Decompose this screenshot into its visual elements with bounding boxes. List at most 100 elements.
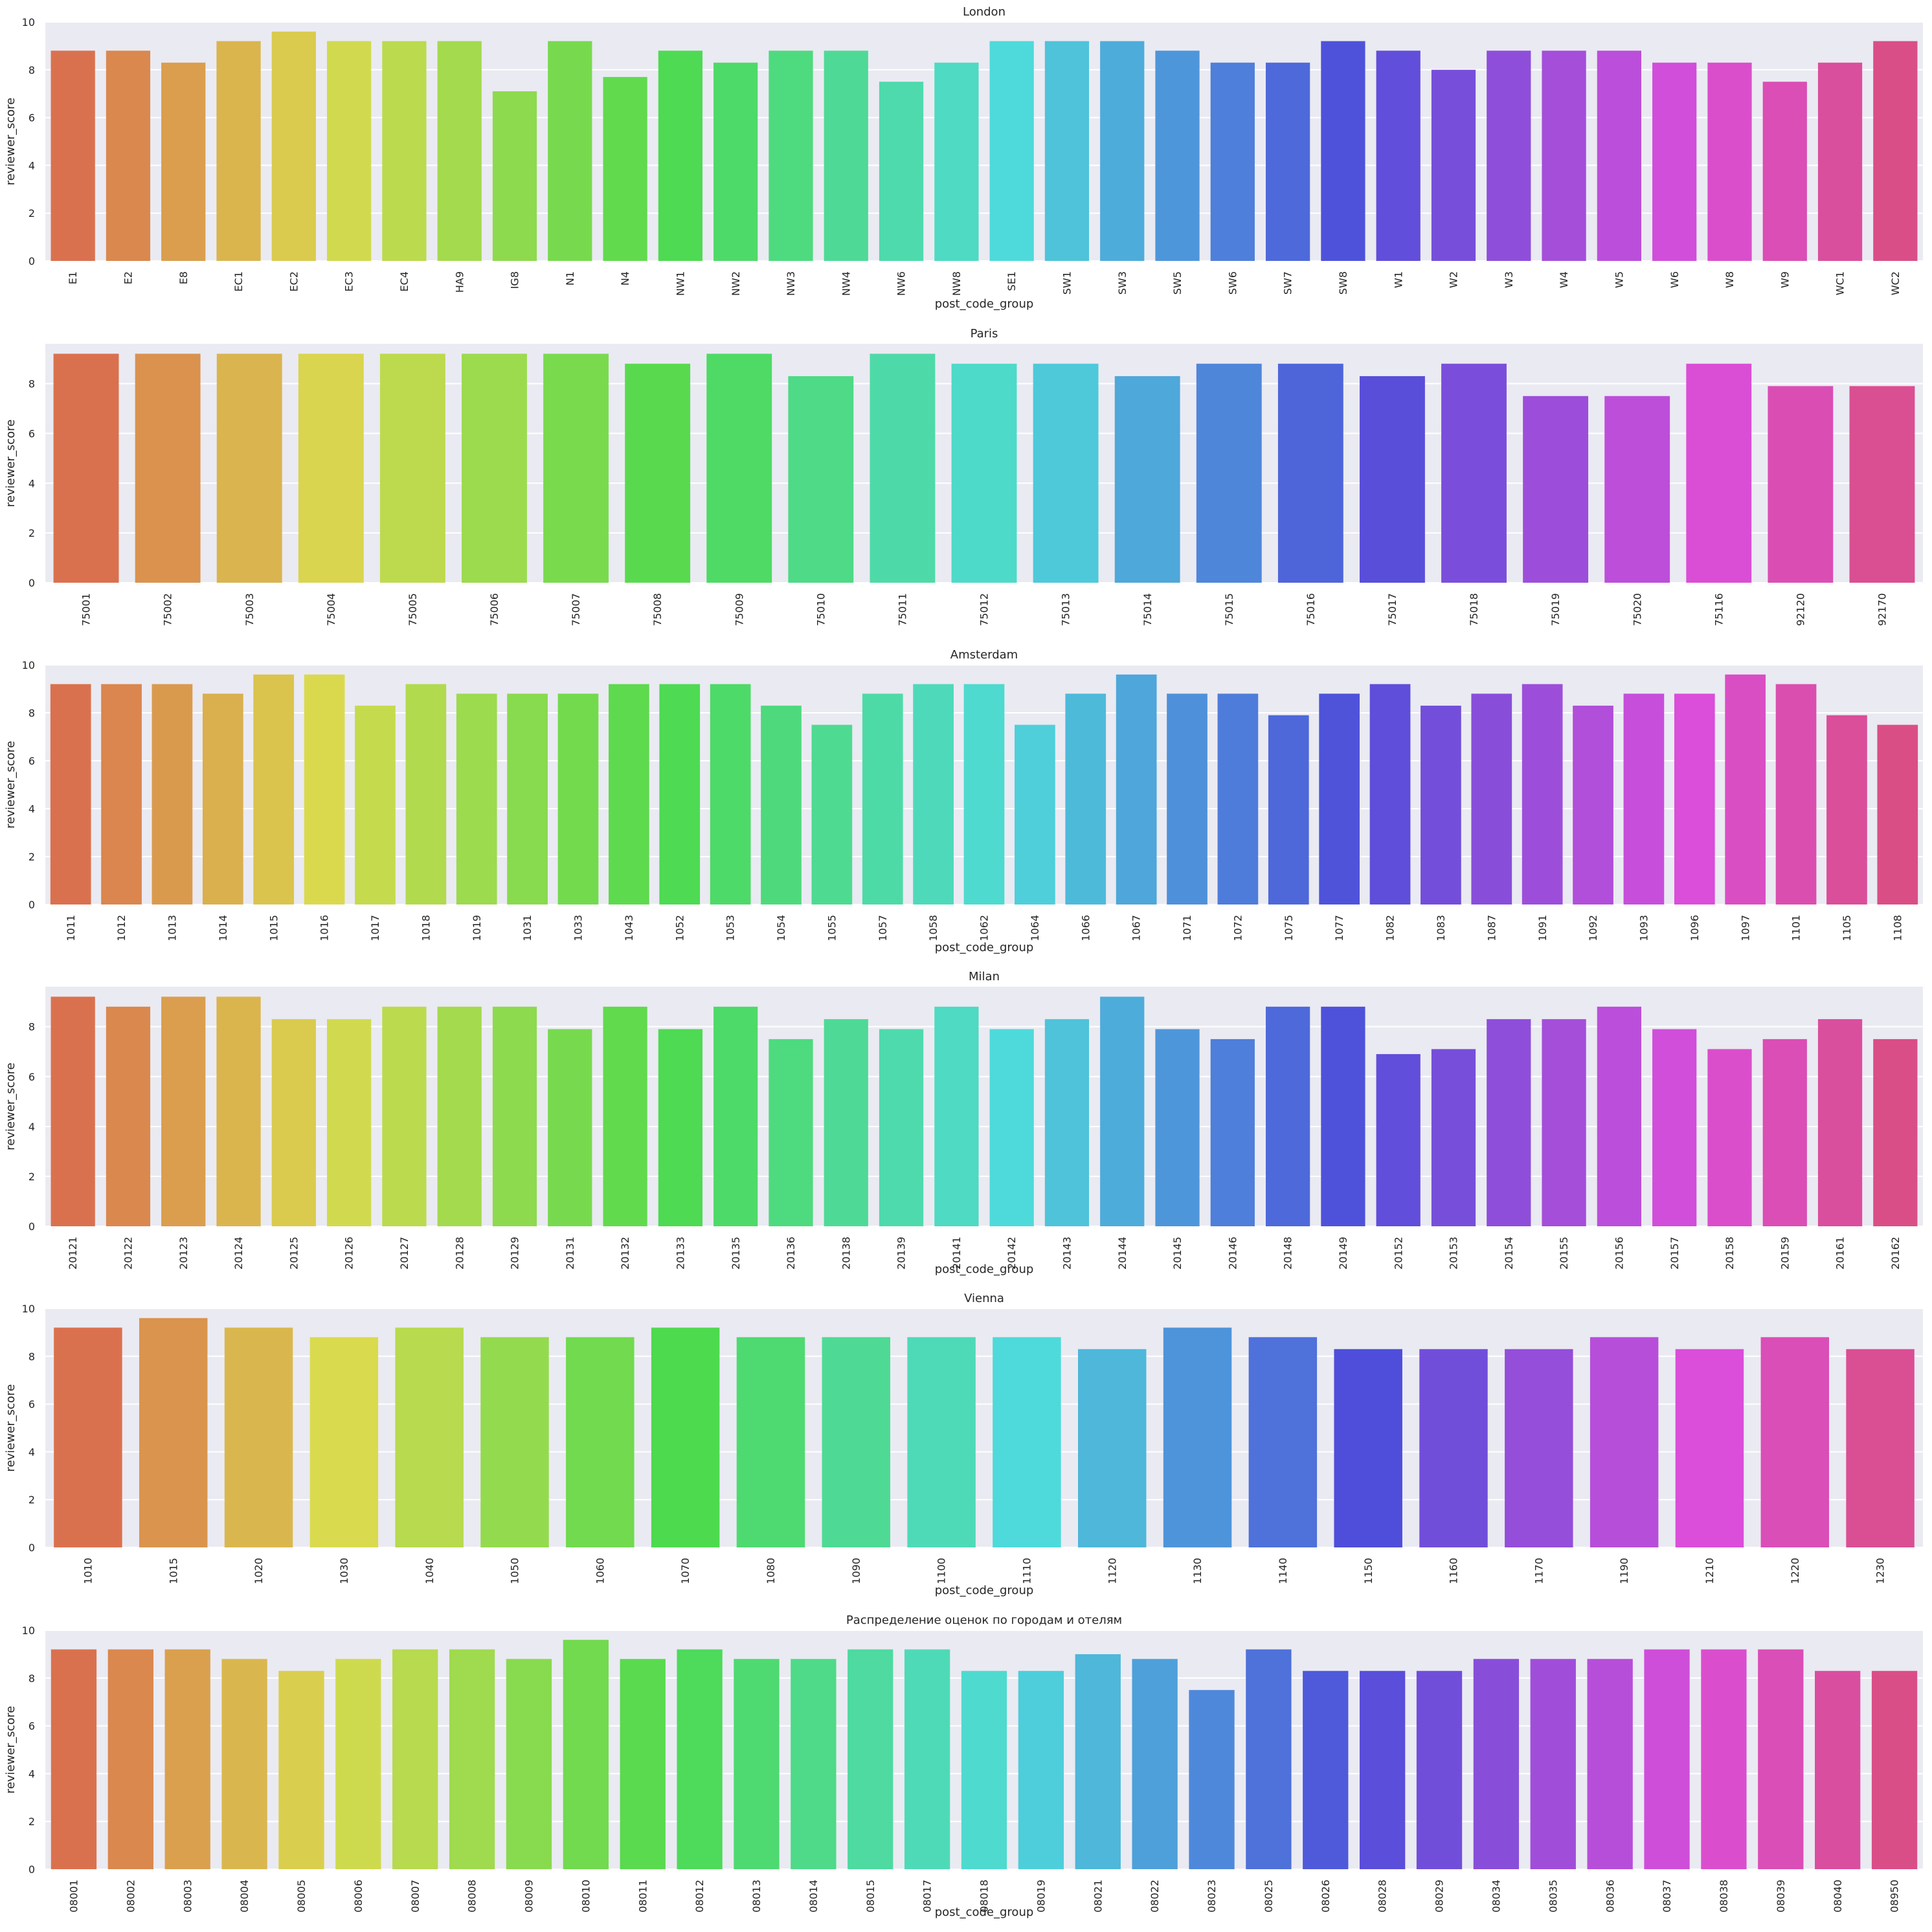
bar	[216, 41, 261, 262]
bar	[1817, 1019, 1863, 1226]
x-tick-label: 20144	[1116, 1237, 1129, 1270]
bar	[788, 376, 854, 583]
x-tick-label: 20162	[1889, 1237, 1902, 1270]
x-tick-label: 08022	[1149, 1880, 1161, 1913]
bar	[437, 1006, 482, 1226]
bar	[651, 1327, 720, 1547]
bar	[1065, 693, 1106, 904]
x-tick-label: 20156	[1613, 1237, 1625, 1270]
bar	[152, 684, 193, 904]
x-tick-label: 20149	[1337, 1237, 1349, 1270]
bar	[1530, 1659, 1576, 1869]
bar	[51, 51, 95, 261]
x-tick-label: 1072	[1231, 915, 1244, 941]
bar	[1441, 363, 1507, 583]
x-tick-label: 08004	[238, 1880, 251, 1913]
x-tick-label: 75010	[814, 593, 827, 626]
bar	[437, 41, 482, 262]
x-tick-label: 1101	[1790, 915, 1803, 941]
bar	[1196, 363, 1262, 583]
bar	[713, 62, 758, 261]
bar	[659, 684, 701, 904]
x-tick-label: 08950	[1889, 1880, 1901, 1913]
y-tick-label: 8	[28, 1672, 35, 1685]
y-tick-label: 6	[28, 112, 35, 124]
x-tick-label: SE1	[1005, 271, 1018, 291]
x-tick-label: 08001	[68, 1880, 80, 1913]
x-tick-label: 08005	[295, 1880, 308, 1913]
x-tick-label: 75007	[570, 593, 582, 626]
bar	[1319, 693, 1360, 904]
y-tick-label: 0	[28, 899, 35, 911]
x-tick-label: 20157	[1668, 1237, 1681, 1270]
x-tick-label: 08006	[352, 1880, 365, 1913]
x-tick-label: W6	[1668, 271, 1681, 288]
bar	[1674, 693, 1715, 904]
x-tick-label: 1110	[1021, 1558, 1033, 1584]
bar	[101, 684, 142, 904]
bar	[271, 1019, 316, 1226]
x-tick-label: 1040	[423, 1558, 436, 1584]
chart-title: Paris	[971, 327, 998, 341]
bar	[1762, 82, 1807, 261]
x-tick-label: 20142	[1005, 1237, 1018, 1270]
x-tick-label: 20135	[730, 1237, 742, 1270]
bar	[1817, 62, 1863, 261]
bar	[563, 1639, 609, 1869]
x-tick-label: W2	[1448, 271, 1460, 288]
bar	[224, 1327, 293, 1547]
x-tick-label: 75003	[243, 593, 256, 626]
bar	[1473, 1659, 1520, 1869]
bar	[706, 354, 772, 583]
bar	[1018, 1670, 1064, 1869]
y-tick-label: 4	[28, 1446, 35, 1458]
bar	[934, 62, 979, 261]
chart-title: Распределение оценок по городам и отелям	[846, 1613, 1122, 1627]
x-tick-label: 08021	[1092, 1880, 1104, 1913]
x-tick-label: 1030	[338, 1558, 350, 1584]
bar	[1132, 1659, 1178, 1869]
bar	[449, 1649, 495, 1869]
x-tick-label: EC2	[287, 271, 300, 291]
y-tick-label: 2	[28, 1171, 35, 1183]
bar	[161, 62, 206, 261]
y-tick-label: 0	[28, 1220, 35, 1233]
x-tick-label: NW4	[840, 271, 852, 296]
x-tick-label: 1083	[1435, 915, 1447, 941]
y-tick-label: 10	[22, 1303, 35, 1315]
x-tick-label: 1108	[1891, 915, 1904, 941]
bar	[309, 1337, 379, 1547]
bar	[963, 684, 1005, 904]
x-tick-label: 1210	[1703, 1558, 1716, 1584]
bar	[1623, 693, 1665, 904]
y-tick-label: 2	[28, 207, 35, 219]
bar	[1416, 1670, 1463, 1869]
bar	[1210, 62, 1255, 261]
bar	[1877, 724, 1918, 904]
x-tick-label: 08013	[750, 1880, 763, 1913]
bar	[603, 76, 647, 262]
x-tick-label: 1043	[623, 915, 635, 941]
chart-panel-1: 0 2 4 6 8 10 E1 E2 E8 EC1 EC2 EC3 EC4 HA9 IG8 N1 N4 NW1 NW…	[4, 5, 1923, 311]
bar	[1587, 1659, 1633, 1869]
x-tick-label: 20141	[950, 1237, 963, 1270]
x-tick-label: NW8	[950, 271, 963, 296]
chart-panel-3: 0 2 4 6 8 10 1011 1012 1013 1014 1015 1016 1017 1018 1…	[4, 648, 1923, 954]
x-tick-label: 92120	[1794, 593, 1806, 626]
x-tick-label: WC1	[1834, 271, 1847, 295]
bar	[824, 51, 868, 261]
bar	[1758, 1649, 1804, 1869]
x-tick-label: 1033	[572, 915, 585, 941]
chart-panel-2: 0 2 4 6 8 75001 75002 75003 75004 75005 75006 75007…	[4, 327, 1923, 626]
x-tick-label: 20129	[509, 1237, 521, 1270]
x-tick-label: 1090	[850, 1558, 862, 1584]
x-tick-label: 20139	[895, 1237, 908, 1270]
bar	[1419, 1349, 1488, 1547]
x-tick-label: 20124	[232, 1237, 245, 1270]
bar	[1597, 51, 1641, 261]
x-tick-label: NW2	[730, 271, 742, 296]
x-tick-label: 20122	[122, 1237, 135, 1270]
bar	[677, 1649, 723, 1869]
bar	[1597, 1006, 1641, 1226]
x-tick-label: 1093	[1638, 915, 1650, 941]
